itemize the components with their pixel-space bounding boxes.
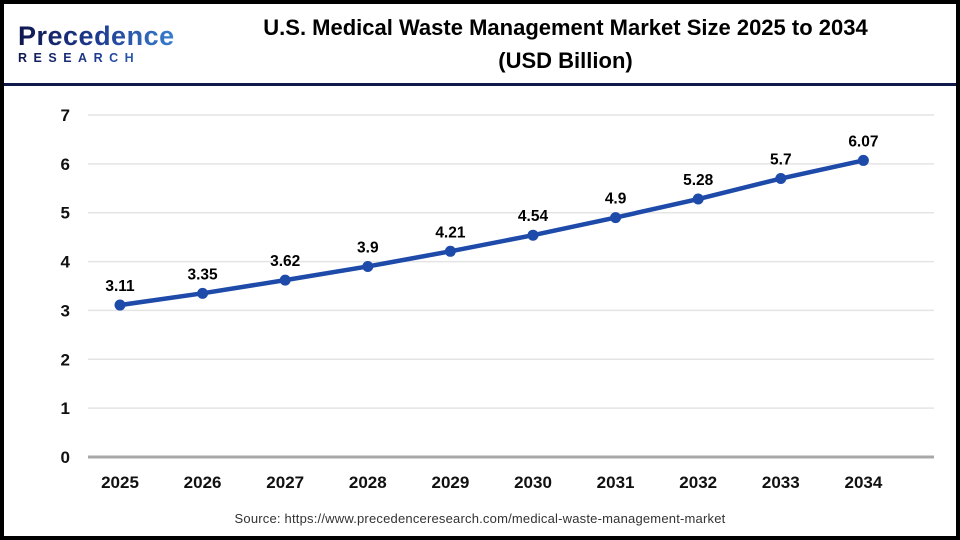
series-line	[117, 158, 866, 308]
y-axis-tick-label: 2	[61, 350, 70, 369]
data-point-label: 3.11	[105, 278, 135, 295]
data-point-label: 3.62	[270, 253, 300, 270]
logo-wordmark: Precedence	[18, 21, 193, 50]
header-divider	[4, 83, 956, 86]
data-point	[197, 287, 209, 299]
data-point-label: 3.35	[188, 266, 219, 283]
y-axis-tick-label: 1	[61, 399, 70, 418]
data-point	[527, 229, 539, 241]
footer: Source: https://www.precedenceresearch.c…	[4, 500, 956, 536]
data-point-label: 4.21	[435, 224, 466, 241]
data-point-label: 3.9	[357, 239, 379, 256]
y-axis-tick-label: 0	[61, 448, 70, 467]
x-axis-tick-label: 2030	[514, 473, 552, 492]
chart-title: U.S. Medical Waste Management Market Siz…	[193, 11, 946, 77]
x-axis-tick-label: 2031	[597, 473, 635, 492]
logo-subtext: RESEARCH	[18, 51, 193, 65]
data-point-label: 5.28	[683, 172, 714, 189]
data-point	[362, 260, 374, 272]
y-axis-tick-label: 5	[61, 204, 70, 223]
y-axis-tick-label: 3	[61, 301, 70, 320]
source-text: Source: https://www.precedenceresearch.c…	[234, 510, 726, 526]
header: Precedence RESEARCH U.S. Medical Waste M…	[4, 4, 956, 83]
data-point	[692, 193, 704, 205]
data-point-label: 6.07	[848, 133, 878, 150]
x-axis-tick-label: 2034	[844, 473, 882, 492]
x-axis-tick-label: 2033	[762, 473, 800, 492]
precedence-research-logo: Precedence RESEARCH	[18, 21, 193, 65]
data-point-label: 5.7	[770, 152, 792, 169]
x-axis-tick-label: 2029	[431, 473, 469, 492]
data-point-label: 4.54	[518, 208, 549, 225]
data-point	[857, 154, 869, 166]
y-axis-tick-label: 7	[61, 106, 70, 125]
line-chart: 0 1 2 3 4 5 6 7 3.11 2025 3.35 2026 3.62 2027 3.9 2028 4…	[61, 106, 934, 492]
x-axis-tick-label: 2032	[679, 473, 717, 492]
x-axis-tick-label: 2027	[266, 473, 304, 492]
data-point	[444, 245, 456, 257]
chart-title-line2: (USD Billion)	[498, 47, 633, 73]
x-axis-tick-label: 2026	[184, 473, 222, 492]
x-axis-tick-label: 2028	[349, 473, 387, 492]
x-axis-tick-label: 2025	[101, 473, 139, 492]
chart-area: 0 1 2 3 4 5 6 7 3.11 2025 3.35 2026 3.62 2027 3.9 2028 4…	[4, 86, 956, 500]
chart-title-line1: U.S. Medical Waste Management Market Siz…	[263, 14, 868, 40]
y-axis-tick-label: 6	[61, 155, 70, 174]
data-point	[114, 299, 126, 311]
y-axis-tick-label: 4	[61, 253, 71, 272]
data-point-label: 4.9	[605, 191, 627, 208]
data-point	[279, 274, 291, 286]
data-point	[610, 212, 622, 224]
data-point	[775, 173, 787, 185]
